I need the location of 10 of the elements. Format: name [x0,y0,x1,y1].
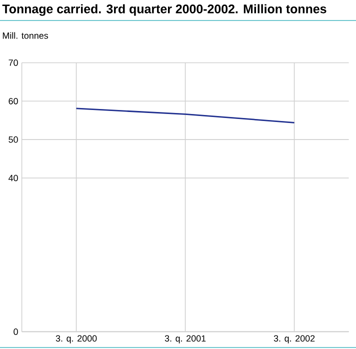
x-tick-label: 3. q. 2000 [56,335,97,344]
chart-title: Tonnage carried. 3rd quarter 2000-2002. Million tonnes [2,4,326,16]
y-tick-label: 50 [8,136,18,143]
y-tick-label: 60 [8,98,18,104]
x-tick-label: 3. q. 2002 [274,335,315,344]
x-tick-label: 3. q. 2001 [164,335,206,344]
y-axis-title: Mill. tonnes [2,32,48,39]
y-tick-label: 70 [8,60,18,66]
y-tick-label: 40 [8,174,18,182]
y-tick-label: 0 [14,328,18,335]
